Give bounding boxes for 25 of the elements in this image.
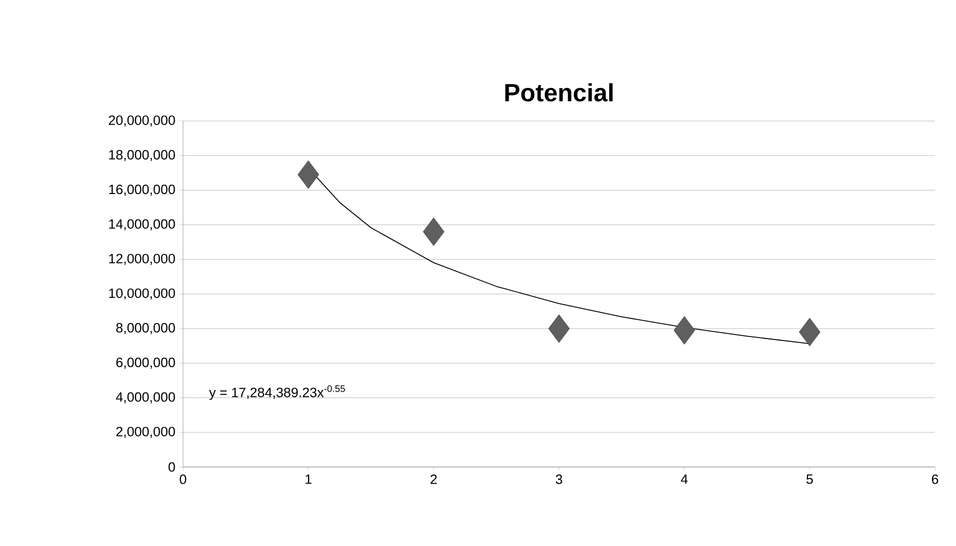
point (798, 318, 820, 346)
x-tick-label: 5 (806, 474, 813, 484)
point (422, 218, 444, 246)
y-tick-label: 0 (168, 462, 175, 472)
point (674, 316, 696, 345)
chart-title: Potencial (505, 83, 613, 102)
y-tick-label: 20,000,000 (108, 115, 175, 127)
point (548, 314, 570, 343)
y-tick-label: 10,000,000 (109, 288, 175, 300)
y-tick-label: 16,000,000 (109, 184, 175, 196)
annotation: y = 17,284,389.23x$^{-0.55}$ (209, 385, 345, 400)
y-tick-label: 2,000,000 (116, 426, 175, 438)
x-tick-label: 4 (680, 474, 688, 484)
y-tick-label: 14,000,000 (109, 219, 175, 230)
x-tick-label: 2 (430, 474, 437, 484)
y-tick-label: 6,000,000 (116, 358, 175, 369)
y-tick-label: 12,000,000 (109, 254, 175, 265)
x-tick-label: 0 (180, 474, 186, 484)
point (298, 160, 320, 189)
y-tick-label: 8,000,000 (116, 323, 175, 334)
x-tick-label: 3 (556, 474, 562, 484)
x-tick-label: 1 (306, 474, 312, 484)
y-tick-label: 4,000,000 (116, 392, 175, 404)
y-tick-label: 18,000,000 (109, 150, 175, 162)
x-tick-label: 6 (932, 474, 938, 484)
